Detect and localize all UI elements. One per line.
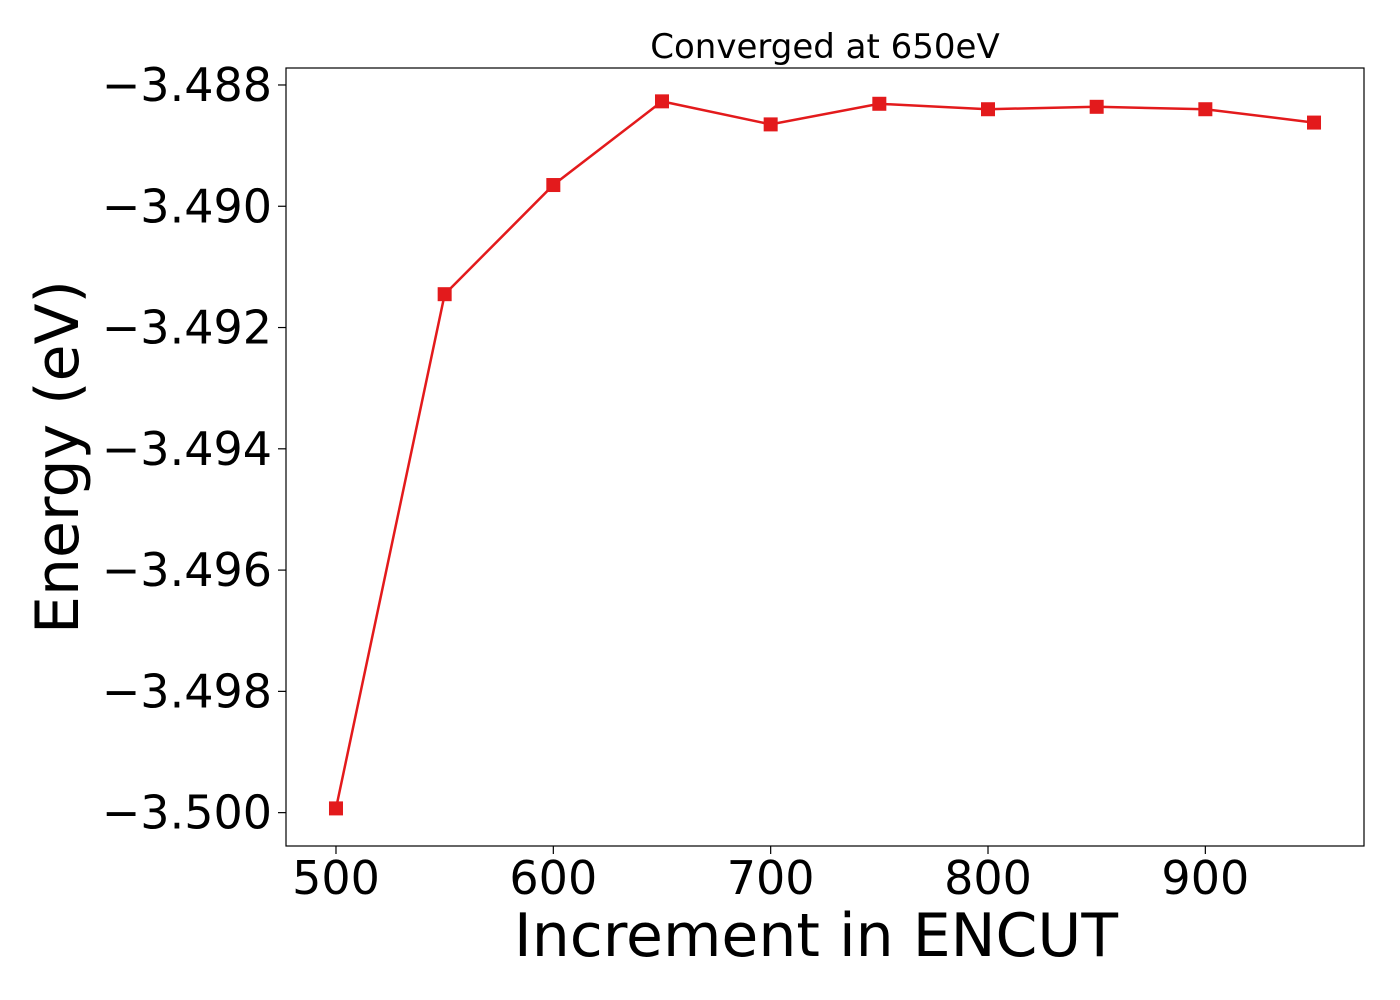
series-layer (328, 94, 1322, 816)
x-tick-label: 600 (509, 851, 597, 905)
series-line (334, 100, 1315, 809)
data-point (1089, 99, 1104, 114)
data-point (1307, 115, 1322, 130)
y-tick-label: −3.488 (102, 58, 272, 112)
y-tick-label: −3.496 (102, 543, 272, 597)
data-point (763, 117, 778, 132)
data-point (437, 287, 452, 302)
x-tick-label: 800 (944, 851, 1032, 905)
y-tick-label: −3.500 (102, 786, 272, 840)
data-point (654, 94, 669, 109)
data-point (872, 96, 887, 111)
y-tick-label: −3.494 (102, 422, 272, 476)
x-tick-label: 500 (292, 851, 380, 905)
chart-title: Converged at 650eV (650, 27, 999, 67)
y-tick-label: −3.492 (102, 301, 272, 355)
data-point (1198, 102, 1213, 117)
x-axis-label: Increment in ENCUT (514, 901, 1118, 971)
data-point (328, 801, 343, 816)
y-tick-label: −3.490 (102, 179, 272, 233)
axes-frame (285, 67, 1365, 847)
data-point (981, 102, 996, 117)
x-tick-label: 900 (1161, 851, 1249, 905)
plot-area (285, 67, 1365, 847)
x-tick-label: 700 (727, 851, 815, 905)
y-tick-label: −3.498 (102, 664, 272, 718)
data-point (546, 178, 561, 193)
x-axis: 500 600 700 800 900 (292, 846, 1249, 905)
y-axis-label: Energy (eV) (23, 280, 93, 634)
y-axis: −3.488 −3.490 −3.492 −3.494 −3.496 −3.498 −3.5… (102, 58, 286, 840)
